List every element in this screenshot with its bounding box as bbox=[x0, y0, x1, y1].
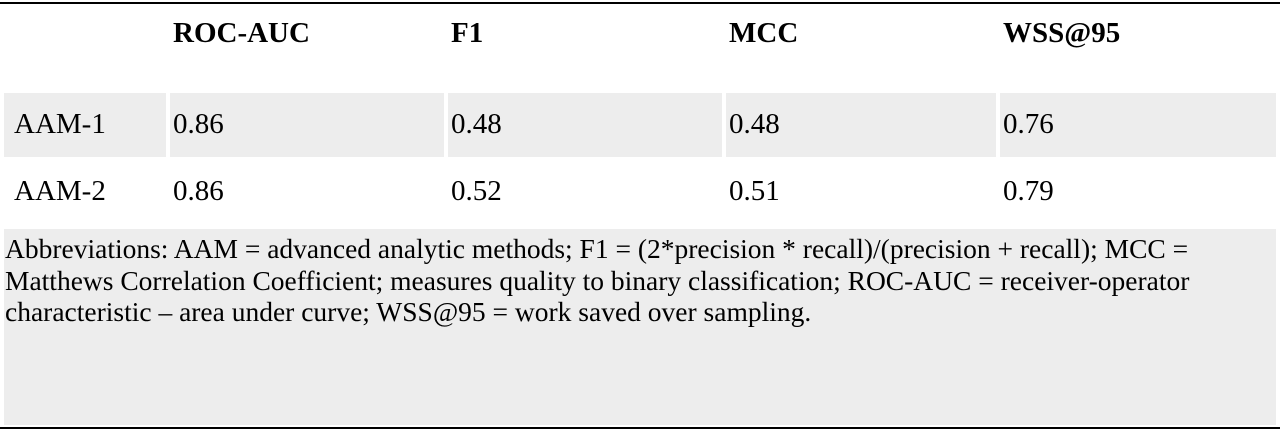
table-cell: 0.79 bbox=[1000, 160, 1276, 226]
cell-value: 0.76 bbox=[1003, 108, 1054, 140]
cell-value: 0.51 bbox=[729, 175, 780, 207]
table-header-row: ROC-AUC F1 MCC WSS@95 bbox=[0, 4, 1280, 93]
table-cell: 0.86 bbox=[170, 160, 444, 226]
row-label-cell: AAM-1 bbox=[4, 93, 166, 157]
row-label: AAM-2 bbox=[14, 175, 106, 207]
table-cell: 0.51 bbox=[726, 160, 996, 226]
header-cell-roc-auc: ROC-AUC bbox=[170, 4, 444, 93]
row-label-cell: AAM-2 bbox=[4, 160, 166, 226]
table-cell: 0.48 bbox=[726, 93, 996, 157]
row-label: AAM-1 bbox=[14, 108, 106, 140]
header-cell-wss95: WSS@95 bbox=[1000, 4, 1276, 93]
table-row: AAM-1 0.86 0.48 0.48 0.76 bbox=[0, 93, 1280, 157]
cell-value: 0.86 bbox=[173, 108, 224, 140]
header-label: MCC bbox=[729, 17, 799, 49]
header-label: F1 bbox=[451, 17, 484, 49]
table-row: AAM-2 0.86 0.52 0.51 0.79 bbox=[0, 160, 1280, 226]
table-cell: 0.86 bbox=[170, 93, 444, 157]
cell-value: 0.86 bbox=[173, 175, 224, 207]
cell-value: 0.79 bbox=[1003, 175, 1054, 207]
cell-value: 0.48 bbox=[729, 108, 780, 140]
header-label: ROC-AUC bbox=[173, 17, 310, 49]
top-rule bbox=[0, 2, 1280, 4]
table-footnote: Abbreviations: AAM = advanced analytic m… bbox=[4, 229, 1276, 425]
bottom-rule bbox=[0, 427, 1280, 429]
cell-value: 0.52 bbox=[451, 175, 502, 207]
header-cell-mcc: MCC bbox=[726, 4, 996, 93]
header-label: WSS@95 bbox=[1003, 17, 1121, 49]
header-cell-empty bbox=[4, 4, 166, 93]
cell-value: 0.48 bbox=[451, 108, 502, 140]
table-cell: 0.52 bbox=[448, 160, 722, 226]
table-cell: 0.48 bbox=[448, 93, 722, 157]
header-cell-f1: F1 bbox=[448, 4, 722, 93]
table-cell: 0.76 bbox=[1000, 93, 1276, 157]
